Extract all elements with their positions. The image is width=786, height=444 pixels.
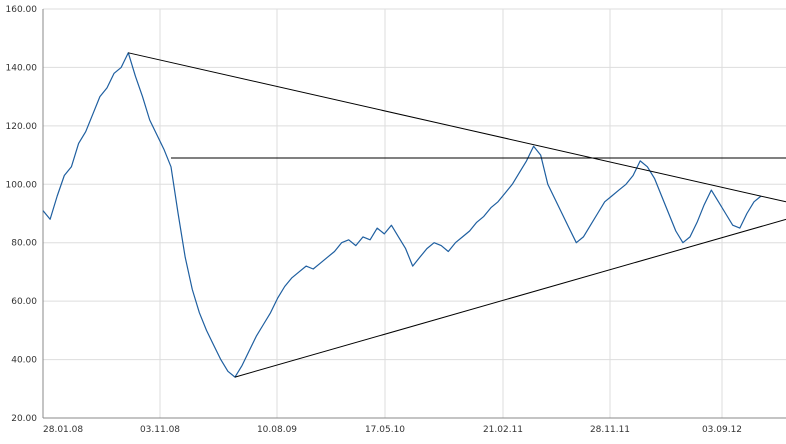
price-series-line [42,52,762,378]
y-tick-label: 60.00 [11,297,37,307]
grid [42,8,786,419]
trendlines [128,52,786,378]
y-tick-label: 20.00 [11,414,37,424]
series-layer [42,52,762,378]
y-tick-label: 100.00 [6,180,38,190]
y-tick-label: 160.00 [6,5,38,15]
y-tick-label: 120.00 [6,122,38,132]
y-tick-label: 140.00 [6,63,38,73]
x-tick-label: 28.11.11 [590,425,630,435]
y-tick-label: 80.00 [11,239,37,249]
trendline-descending [128,52,786,203]
x-tick-label: 03.11.08 [140,425,180,435]
y-axis: 160.00 140.00 120.00 100.00 80.00 60.00 40.00 2… [6,5,44,424]
y-tick-label: 40.00 [11,356,37,366]
trendline-ascending [234,218,786,378]
x-tick-label: 28.01.08 [43,425,83,435]
plot-background [43,9,786,418]
x-axis: 28.01.08 03.11.08 10.08.09 17.05.10 21.02.11… [43,417,786,435]
x-tick-label: 17.05.10 [365,425,405,435]
x-tick-label: 03.09.12 [702,425,742,435]
x-tick-label: 21.02.11 [483,425,523,435]
x-tick-label: 10.08.09 [257,425,297,435]
